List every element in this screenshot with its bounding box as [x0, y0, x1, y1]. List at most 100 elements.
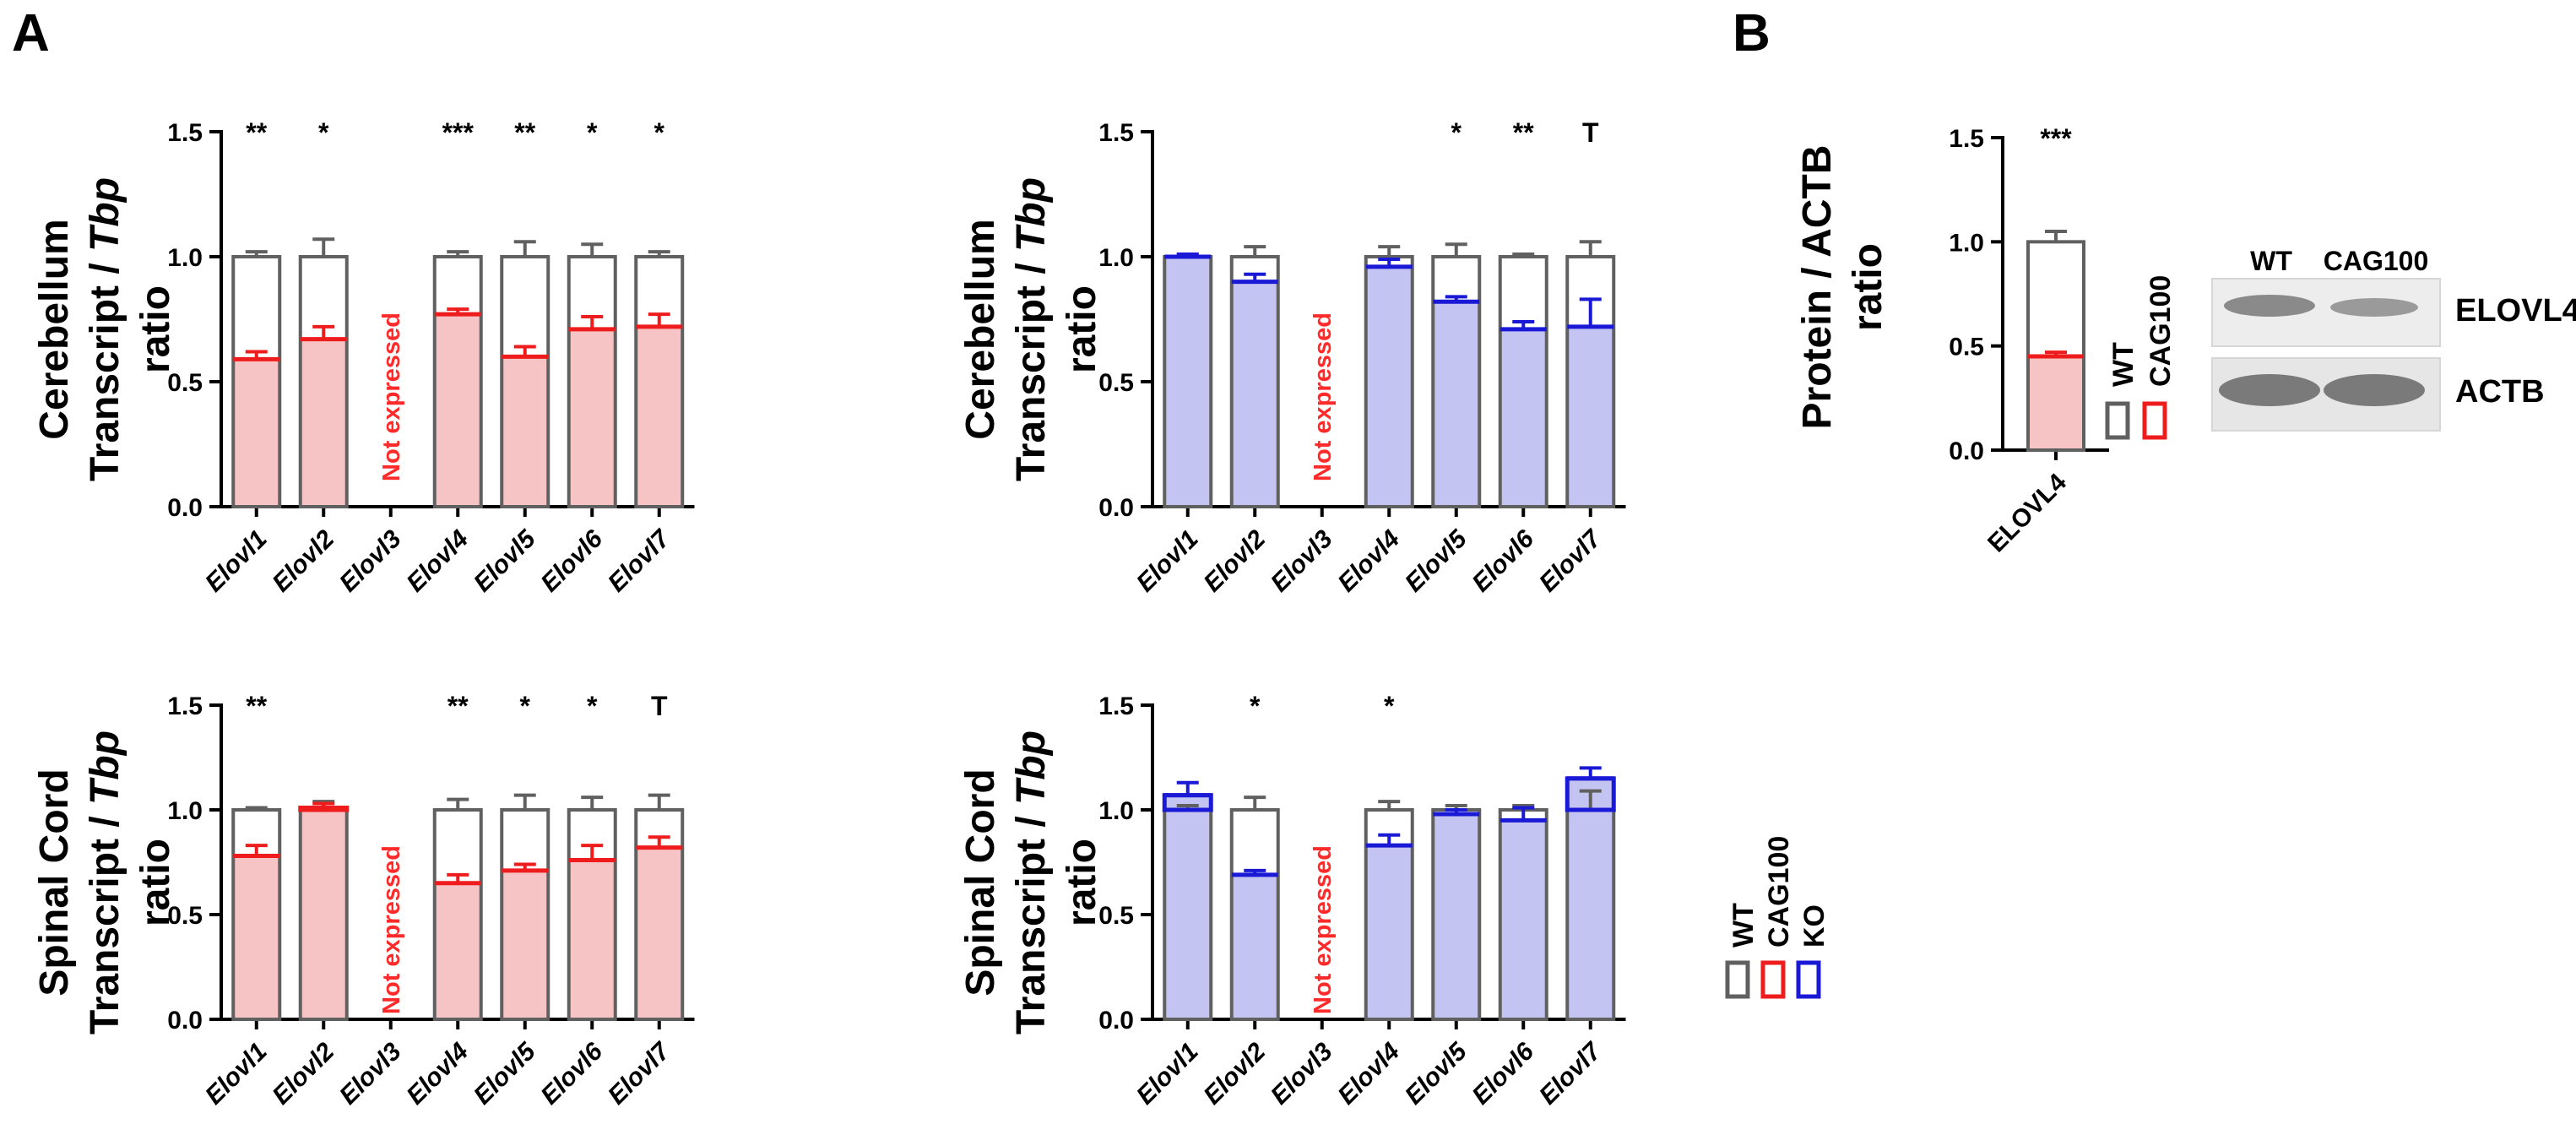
x-tick-label: Elovl2 [1198, 524, 1271, 597]
x-tick-label: Elovl2 [267, 524, 339, 597]
y-tick-label: 1.0 [167, 244, 203, 272]
y-tick-label: 0.0 [167, 1007, 203, 1035]
y-tick-label: 0.5 [167, 369, 203, 397]
bar-ko [1365, 266, 1413, 507]
y-tick-label: 0.0 [1949, 437, 1984, 465]
y-axis-label: Cerebellum [958, 219, 1003, 439]
bar-cag100 [568, 329, 616, 507]
x-tick-label: Elovl5 [1400, 524, 1473, 598]
legend-label: WT [2107, 342, 2139, 387]
significance-marker: * [1250, 691, 1261, 721]
bar-cag100 [502, 356, 549, 507]
x-tick-label: Elovl3 [334, 1037, 407, 1110]
y-tick-label: 1.0 [1098, 244, 1134, 272]
x-tick-label: Elovl5 [469, 524, 542, 598]
x-tick-label: Elovl1 [1131, 1038, 1204, 1111]
not-expressed-label: Not expressed [1310, 845, 1337, 1014]
significance-marker: ** [246, 117, 267, 148]
significance-marker: *** [2040, 123, 2072, 154]
x-tick-label: Elovl3 [1266, 1037, 1338, 1110]
western-blot: WT CAG100 ELOVL4 ACTB [2211, 246, 2576, 432]
x-tick-label: Elovl6 [535, 524, 608, 597]
bar-cag100 [568, 860, 616, 1019]
not-expressed-label: Not expressed [378, 845, 405, 1014]
not-expressed-label: Not expressed [378, 312, 405, 481]
bar-ko [1567, 778, 1614, 1019]
y-tick-label: 1.5 [1098, 692, 1134, 720]
y-tick-label: 0.0 [167, 494, 203, 522]
significance-marker: T [1582, 117, 1599, 148]
y-tick-label: 1.0 [1949, 229, 1984, 257]
y-axis-label: ratio [1846, 243, 1890, 331]
x-tick-label: Elovl1 [200, 525, 273, 598]
x-tick-label: Elovl4 [401, 524, 474, 597]
y-tick-label: 1.5 [1098, 119, 1134, 147]
y-axis-label: Transcript / Tbp [83, 177, 127, 481]
legend-swatch-ko [1796, 960, 1821, 999]
chart-protein_elovl4: Protein / ACTB ratio 0.0 0.5 1.0 1.5 ELOVL4 *** [1795, 123, 2109, 557]
x-tick-label: Elovl7 [1534, 524, 1608, 598]
blot-band-elovl4-wt [2224, 295, 2315, 317]
legend-b: WT CAG100 [2105, 275, 2177, 440]
x-tick-label: Elovl7 [603, 524, 676, 598]
x-tick-label: Elovl1 [1131, 525, 1204, 598]
x-tick-label: Elovl1 [200, 1038, 273, 1111]
y-tick-label: 1.0 [1098, 797, 1134, 825]
y-axis-label: Spinal Cord [958, 768, 1003, 996]
blot-row-label: ACTB [2455, 374, 2545, 410]
legend-label: CAG100 [1763, 836, 1795, 948]
bar-cag100 [434, 882, 481, 1019]
y-tick-label: 0.0 [1098, 494, 1134, 522]
bar-cag100 [2028, 356, 2084, 450]
x-tick-label: Elovl7 [1534, 1037, 1608, 1111]
legend-swatch-wt [2105, 401, 2130, 440]
bar-cag100 [300, 339, 347, 507]
x-tick-label: Elovl7 [603, 1037, 676, 1111]
bar-ko [1231, 281, 1278, 507]
x-tick-label: Elovl6 [1467, 1037, 1539, 1110]
blot-band-actb-wt [2219, 374, 2320, 406]
bar-cag100 [233, 359, 280, 507]
blot-band-elovl4-cag100 [2330, 298, 2418, 317]
x-tick-label: Elovl6 [1467, 524, 1539, 597]
x-tick-label: Elovl5 [469, 1037, 542, 1111]
significance-marker: ** [447, 691, 469, 721]
significance-marker: * [1384, 691, 1395, 721]
x-tick-label: ELOVL4 [1982, 468, 2072, 557]
bar-ko [1433, 301, 1480, 507]
significance-marker: *** [442, 117, 475, 148]
y-tick-label: 0.5 [1098, 902, 1134, 930]
legend-swatch-cag100 [2142, 401, 2167, 440]
y-axis-label: Spinal Cord [32, 768, 77, 996]
y-axis-label: Cerebellum [32, 219, 77, 439]
x-tick-label: Elovl2 [1198, 1037, 1271, 1110]
significance-marker: * [1451, 117, 1462, 148]
y-tick-label: 1.5 [1949, 125, 1984, 153]
bar-cag100 [502, 870, 549, 1019]
panel-a-label: A [12, 4, 50, 62]
bar-cag100 [434, 314, 481, 507]
significance-marker: ** [1513, 117, 1534, 148]
bar-cag100 [233, 855, 280, 1019]
y-tick-label: 1.5 [167, 692, 203, 720]
bar-ko [1500, 329, 1547, 507]
bar-ko [1365, 845, 1413, 1019]
blot-band-actb-cag100 [2324, 374, 2425, 406]
bar-ko [1500, 820, 1547, 1019]
y-tick-label: 1.5 [167, 119, 203, 147]
legend-swatch-cag100 [1760, 960, 1786, 999]
x-tick-label: Elovl4 [1332, 524, 1405, 597]
significance-marker: * [654, 117, 665, 148]
y-tick-label: 0.5 [1949, 334, 1984, 361]
panel-b-label: B [1733, 4, 1771, 62]
legend-label: WT [1727, 903, 1760, 948]
bar-ko [1164, 795, 1212, 1019]
bar-cag100 [636, 326, 683, 507]
significance-marker: * [587, 117, 598, 148]
blot-row-label: ELOVL4 [2455, 293, 2576, 329]
x-tick-label: Elovl4 [401, 1037, 474, 1110]
